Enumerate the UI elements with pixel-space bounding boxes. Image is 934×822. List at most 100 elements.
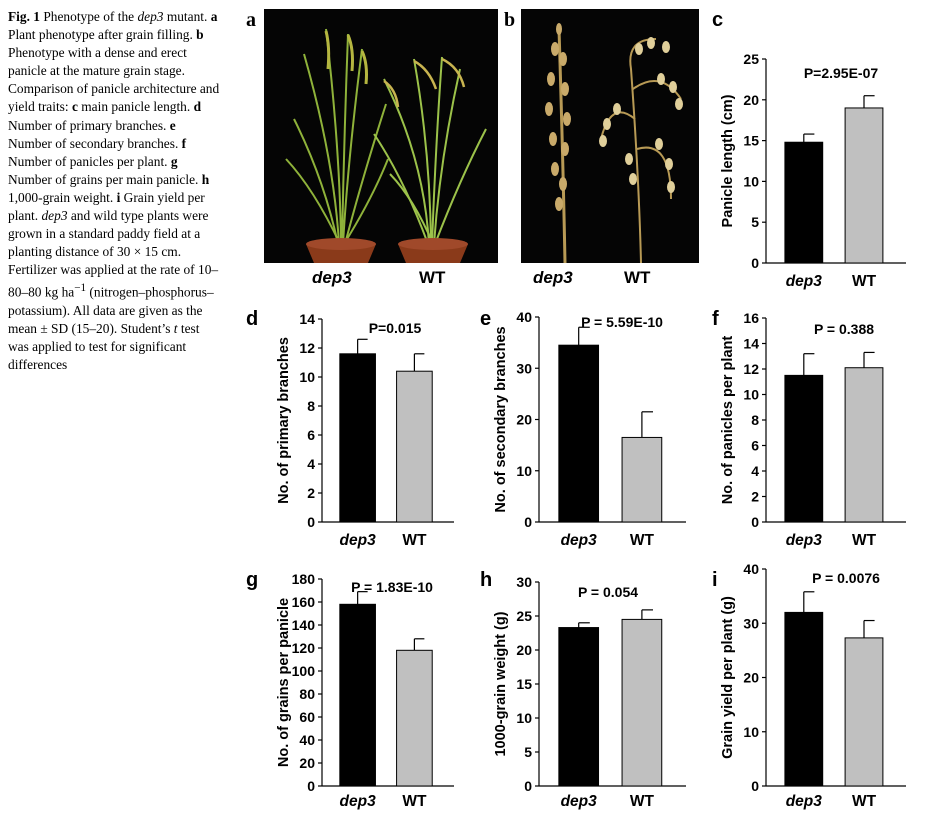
y-tick-label: 30 (516, 574, 532, 590)
caption-part: Number of panicles per plant. (8, 153, 171, 169)
category-label: WT (852, 793, 877, 810)
y-tick-label: 2 (751, 489, 759, 505)
caption-part: a (210, 9, 218, 24)
caption-part: (nitrogen–phosphorus–potassium). All dat… (8, 284, 214, 337)
y-tick-label: 100 (292, 663, 316, 679)
y-axis-label: No. of secondary branches (493, 326, 509, 512)
panel-letter: h (480, 569, 492, 591)
caption-part: Phenotype of the (40, 9, 138, 24)
p-value-annotation: P=2.95E-07 (804, 65, 879, 81)
category-label: WT (402, 793, 427, 810)
caption-part: t (173, 321, 178, 337)
y-tick-label: 15 (516, 676, 532, 692)
caption-part: f (181, 135, 187, 151)
bar-dep3 (784, 374, 824, 523)
bar-wt (396, 649, 433, 787)
y-tick-label: 20 (743, 670, 759, 686)
y-tick-label: 30 (516, 360, 532, 376)
photo-a-label-dep3: dep3 (312, 268, 352, 287)
caption-part: d (193, 99, 202, 115)
y-tick-label: 10 (743, 387, 759, 403)
y-tick-label: 4 (751, 463, 759, 479)
category-label: WT (402, 532, 427, 549)
p-value-annotation: P = 0.388 (814, 321, 874, 337)
y-tick-label: 0 (751, 255, 759, 271)
category-label: dep3 (340, 793, 377, 810)
category-label: dep3 (340, 532, 377, 549)
panel-b-letter: b (504, 9, 516, 31)
bar-dep3 (558, 627, 600, 787)
caption-part: Fig. 1 (8, 9, 40, 24)
y-axis-label: 1000-grain weight (g) (493, 611, 509, 756)
panel-letter: i (712, 569, 718, 591)
y-tick-label: 5 (524, 744, 532, 760)
y-tick-label: 0 (307, 778, 315, 794)
category-label: dep3 (561, 532, 598, 549)
y-tick-label: 8 (307, 398, 315, 414)
category-label: WT (852, 273, 877, 290)
y-tick-label: 20 (516, 642, 532, 658)
y-tick-label: 40 (516, 309, 532, 325)
y-tick-label: 6 (307, 427, 315, 443)
caption-part: dep3 (137, 9, 164, 24)
p-value-annotation: P = 0.054 (578, 584, 638, 600)
panicle-photo (521, 9, 699, 263)
caption-part: Number of primary branches. (8, 117, 170, 133)
caption-part: mutant. (163, 9, 211, 24)
caption-part: test was applied to test for significant… (8, 321, 200, 373)
caption-part: −1 (74, 282, 87, 295)
caption-part: Grain yield per plant. (8, 189, 205, 224)
caption-part: dep3 (41, 208, 68, 224)
bar-dep3 (784, 611, 824, 787)
y-tick-label: 160 (292, 594, 316, 610)
caption-part: e (169, 117, 176, 133)
category-label: WT (630, 793, 655, 810)
y-axis-label: Panicle length (cm) (720, 94, 736, 227)
rice-panicles-image (545, 23, 683, 263)
y-tick-label: 10 (299, 369, 315, 385)
y-tick-label: 8 (751, 412, 759, 428)
category-label: WT (630, 532, 655, 549)
y-tick-label: 14 (299, 311, 315, 327)
y-tick-label: 0 (524, 778, 532, 794)
y-tick-label: 4 (307, 456, 315, 472)
y-tick-label: 15 (743, 133, 759, 149)
panel-letter: g (246, 569, 258, 591)
photo-b-label-dep3: dep3 (533, 268, 573, 287)
y-axis-label: No. of grains per panicle (276, 598, 292, 767)
chart-panel-e: e 0 10 20 30 40 No. of secondary branches dep3 W… (480, 308, 686, 549)
panel-letter: c (712, 9, 723, 31)
y-tick-label: 25 (516, 608, 532, 624)
p-value-annotation: P=0.015 (369, 320, 422, 336)
category-label: dep3 (561, 793, 598, 810)
panel-a-letter: a (246, 9, 256, 31)
y-tick-label: 0 (524, 514, 532, 530)
y-tick-label: 20 (299, 755, 315, 771)
panel-letter: e (480, 308, 491, 330)
bar-wt (621, 436, 663, 523)
figure-caption: Fig. 1 Phenotype of the dep3 mutant. a P… (8, 8, 220, 374)
caption-part: and wild type plants were grown in a sta… (8, 208, 219, 300)
bar-dep3 (339, 353, 376, 523)
p-value-annotation: P = 5.59E-10 (581, 314, 663, 330)
p-value-annotation: P = 0.0076 (812, 570, 880, 586)
panel-letter: d (246, 308, 258, 330)
caption-part: Number of secondary branches. (8, 135, 182, 151)
y-tick-label: 80 (299, 686, 315, 702)
bar-wt (844, 637, 884, 787)
y-tick-label: 10 (516, 463, 532, 479)
y-tick-label: 60 (299, 709, 315, 725)
category-label: WT (852, 532, 877, 549)
chart-panel-h: h 0 5 10 15 20 25 30 1000-grain weight (g) dep3 WT… (480, 569, 686, 810)
bar-wt (844, 107, 884, 264)
y-tick-label: 12 (299, 340, 315, 356)
y-tick-label: 10 (743, 724, 759, 740)
p-value-annotation: P = 1.83E-10 (351, 579, 433, 595)
chart-panel-d: d 0 2 4 6 8 10 12 14 No. of primary branches dep3 W… (246, 308, 454, 549)
y-tick-label: 20 (743, 92, 759, 108)
category-label: dep3 (786, 273, 823, 290)
plant-photo (264, 9, 498, 263)
category-label: dep3 (786, 532, 823, 549)
panel-letter: f (712, 308, 719, 330)
